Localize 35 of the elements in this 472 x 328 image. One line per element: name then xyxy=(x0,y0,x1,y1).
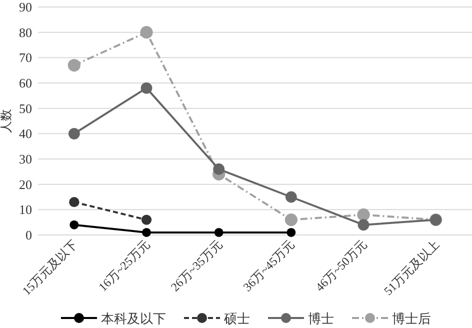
legend-label: 本科及以下 xyxy=(101,311,166,326)
point xyxy=(357,208,370,222)
point xyxy=(358,219,370,231)
point xyxy=(141,214,152,225)
point xyxy=(214,228,224,237)
y-tick-label: 50 xyxy=(19,100,32,116)
x-tick-label: 51万元及以上 xyxy=(381,237,442,298)
point xyxy=(140,82,152,94)
point xyxy=(284,214,298,226)
point xyxy=(213,163,225,175)
y-tick-label: 80 xyxy=(19,24,32,40)
y-tick-label: 0 xyxy=(26,228,32,242)
point xyxy=(68,128,80,140)
y-tick-label: 60 xyxy=(19,76,32,90)
y-tick-label: 90 xyxy=(19,0,32,14)
y-tick-label: 20 xyxy=(19,176,32,192)
y-tick-label: 40 xyxy=(19,126,32,142)
point xyxy=(142,228,151,237)
x-tick-label: 16万~25万元 xyxy=(96,237,153,294)
x-tick-label: 46万~50万元 xyxy=(312,237,370,294)
legend-label: 博士 xyxy=(308,311,334,326)
point xyxy=(140,26,153,39)
y-tick-label: 30 xyxy=(19,152,32,166)
y-tick-label: 10 xyxy=(19,202,32,218)
y-axis-title: 人数 xyxy=(0,109,13,133)
y-tick-label: 70 xyxy=(19,50,32,66)
legend-label: 博士后 xyxy=(392,311,431,326)
point xyxy=(285,191,297,203)
point xyxy=(286,228,296,237)
point xyxy=(70,220,79,230)
legend-label: 硕士 xyxy=(223,311,250,326)
x-tick-label: 26万~35万元 xyxy=(168,237,225,294)
x-tick-label: 36万~45万元 xyxy=(240,237,298,294)
point xyxy=(69,196,80,208)
point xyxy=(68,58,80,72)
